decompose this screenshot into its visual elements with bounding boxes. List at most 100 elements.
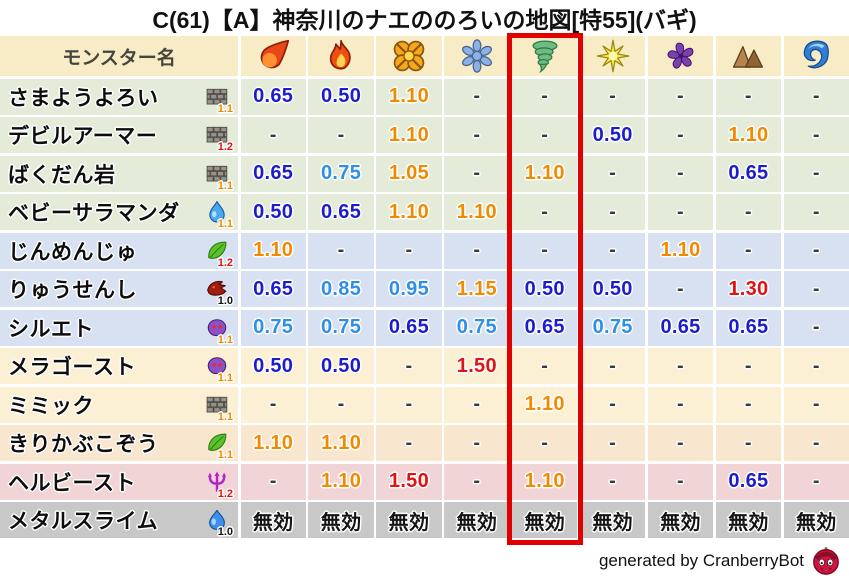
column-header-fireball-icon — [240, 36, 306, 76]
starburst-icon — [596, 39, 630, 73]
multiplier-value: 1.10 — [321, 470, 362, 492]
rate-badge: 1.0 — [217, 295, 233, 307]
footer: generated by CranberryBot — [0, 538, 849, 583]
multiplier-cell: 0.65 — [512, 309, 578, 346]
mountain-icon — [731, 39, 765, 73]
monster-name-header: モンスター名 — [0, 36, 238, 76]
pinwheel-icon — [664, 39, 698, 73]
multiplier-value: 1.15 — [456, 277, 497, 300]
multiplier-cell: - — [647, 194, 714, 230]
multiplier-value: - — [337, 393, 345, 415]
multiplier-cell: - — [240, 117, 306, 153]
multiplier-cell: 0.65 — [647, 309, 714, 346]
multiplier-cell: 1.10 — [308, 463, 374, 500]
monster-row-name: きりかぶこぞう 1.1 — [0, 425, 238, 461]
multiplier-value: - — [812, 277, 820, 300]
multiplier-value: 無効 — [388, 511, 430, 534]
multiplier-cell: 0.65 — [240, 155, 306, 192]
leaf-icon: 1.2 — [206, 240, 233, 268]
multiplier-value: 0.50 — [253, 200, 294, 223]
column-header-pinwheel-icon — [647, 36, 714, 76]
rate-badge: 1.2 — [217, 141, 233, 153]
multiplier-value: - — [405, 354, 413, 377]
cranberry-bot-icon — [811, 546, 841, 576]
multiplier-cell: - — [783, 309, 849, 346]
rate-badge: 1.0 — [217, 526, 233, 538]
multiplier-cell: - — [783, 463, 849, 500]
multiplier-cell: - — [444, 232, 510, 269]
multiplier-cell: - — [512, 425, 578, 461]
column-header-flame-icon — [308, 36, 374, 76]
multiplier-cell: 0.75 — [579, 309, 646, 346]
multiplier-value: - — [405, 239, 413, 261]
multiplier-cell: - — [444, 463, 510, 500]
monster-name: ベビーサラマンダ — [8, 202, 180, 225]
multiplier-value: 1.10 — [524, 393, 565, 415]
flame-icon — [324, 39, 358, 73]
multiplier-value: 1.10 — [660, 239, 701, 261]
multiplier-value: - — [473, 470, 481, 492]
multiplier-value: 0.65 — [524, 316, 565, 338]
multiplier-value: 0.75 — [321, 316, 362, 338]
multiplier-value: - — [677, 277, 684, 300]
multiplier-value: 1.10 — [388, 200, 430, 223]
multiplier-cell: 1.10 — [376, 117, 442, 153]
multiplier-cell: - — [579, 78, 646, 115]
multiplier-value: - — [812, 470, 820, 492]
monster-name: シルエト — [8, 317, 94, 341]
multiplier-value: - — [541, 239, 549, 261]
multiplier-cell: - — [715, 386, 782, 423]
multiplier-cell: - — [308, 117, 374, 153]
rate-badge: 1.2 — [217, 487, 233, 500]
multiplier-value: 1.50 — [456, 354, 497, 377]
multiplier-value: - — [269, 470, 277, 492]
snowflake-icon — [460, 39, 494, 73]
monster-row-name: ミミック 1.1 — [0, 386, 238, 423]
multiplier-cell: 0.65 — [715, 309, 782, 346]
multiplier-value: 無効 — [252, 511, 294, 534]
multiplier-value: - — [812, 316, 820, 338]
multiplier-value: - — [744, 354, 752, 377]
rate-badge: 1.1 — [217, 102, 233, 115]
waterdrop-icon: 1.1 — [206, 201, 233, 230]
multiplier-value: 1.05 — [388, 162, 430, 184]
multiplier-cell: 0.50 — [512, 271, 578, 307]
ghost-icon: 1.1 — [206, 355, 233, 384]
multiplier-value: - — [405, 431, 413, 454]
multiplier-cell: 0.95 — [376, 271, 442, 307]
multiplier-value: - — [677, 354, 684, 377]
trident-icon: 1.2 — [206, 471, 233, 499]
monster-name: りゅうせんし — [8, 279, 137, 302]
resistance-table: モンスター名 さまようよろい 1.1 0.65 0.50 1.10 - - - - - - デビルアーマ… — [0, 33, 849, 545]
multiplier-cell: 1.10 — [512, 463, 578, 500]
multiplier-value: 1.10 — [321, 431, 362, 454]
multiplier-cell: 1.50 — [376, 463, 442, 500]
multiplier-cell: 無効 — [376, 502, 442, 538]
multiplier-value: 1.10 — [253, 239, 294, 261]
multiplier-cell: 無効 — [647, 502, 714, 538]
multiplier-cell: 0.65 — [308, 194, 374, 230]
multiplier-value: - — [677, 470, 684, 492]
multiplier-cell: - — [376, 348, 442, 384]
multiplier-value: - — [677, 162, 684, 184]
multiplier-value: - — [337, 123, 345, 146]
brick-icon: 1.1 — [206, 86, 233, 114]
monster-row-name: ヘルビースト 1.2 — [0, 463, 238, 500]
brick-icon: 1.2 — [206, 124, 233, 153]
multiplier-value: - — [744, 85, 752, 107]
multiplier-value: - — [609, 239, 617, 261]
multiplier-cell: - — [240, 386, 306, 423]
multiplier-value: 1.30 — [728, 277, 769, 300]
tornado-icon — [528, 39, 562, 73]
multiplier-cell: 0.50 — [240, 194, 306, 230]
multiplier-cell: 0.75 — [308, 155, 374, 192]
multiplier-value: 0.65 — [728, 470, 769, 492]
multiplier-value: 1.10 — [456, 200, 497, 223]
multiplier-value: 0.50 — [592, 277, 633, 300]
multiplier-value: 0.95 — [388, 277, 430, 300]
multiplier-cell: 0.75 — [308, 309, 374, 346]
monster-name: ミミック — [8, 394, 94, 418]
multiplier-cell: - — [647, 348, 714, 384]
multiplier-cell: 1.10 — [240, 232, 306, 269]
